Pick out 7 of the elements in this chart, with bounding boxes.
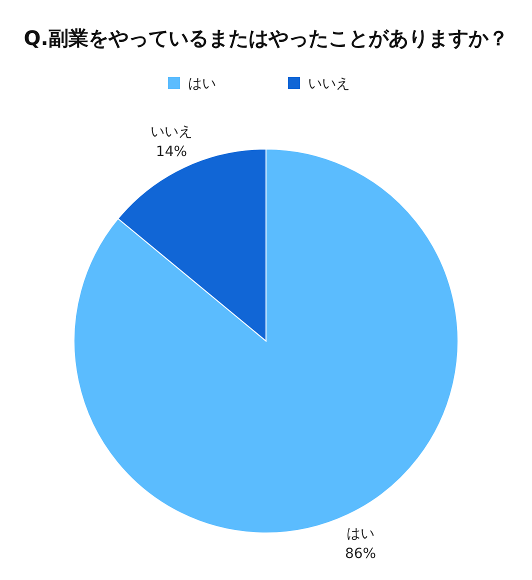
legend-label: はい [188, 76, 216, 92]
data-label: 86% [344, 546, 376, 562]
chart-title: Q.副業をやっているまたはやったことがありますか？ [24, 26, 508, 50]
legend-label: いいえ [308, 76, 350, 92]
slice-label: いいえ [150, 124, 192, 140]
data-label: 14% [156, 144, 188, 160]
slice-label: はい [346, 526, 375, 542]
